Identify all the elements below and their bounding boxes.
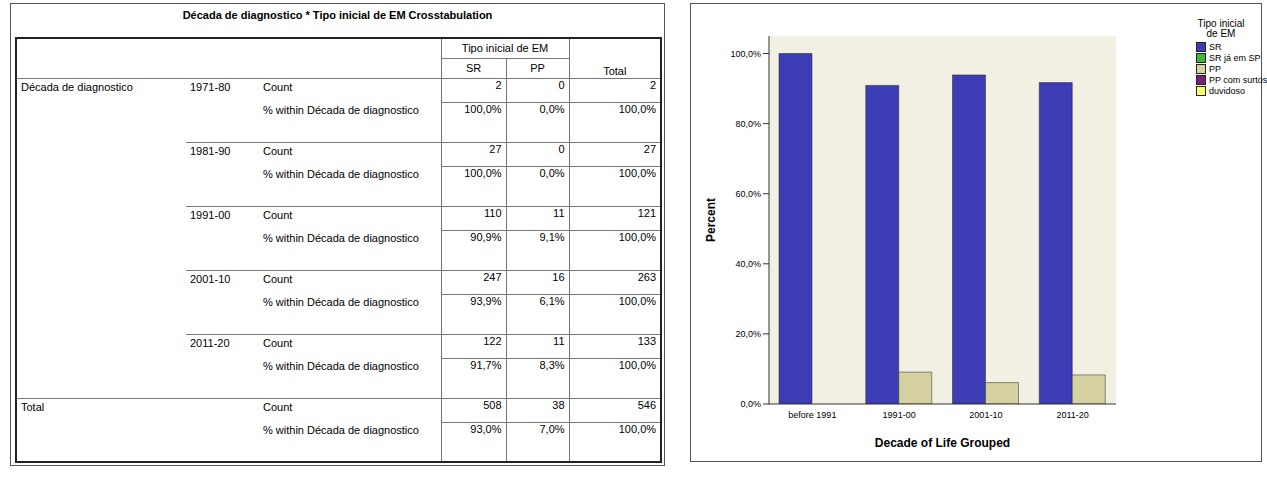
html-text:508: 508: [483, 398, 502, 411]
html-text:100,0%: 100,0%: [618, 358, 656, 371]
html-text:247: 247: [483, 270, 502, 283]
svg-text:1991-00: 1991-00: [883, 410, 916, 420]
html-text:% within Década de diagnostico: % within Década de diagnostico: [263, 104, 419, 116]
html-text:% within Década de diagnostico: % within Década de diagnostico: [263, 296, 419, 308]
html-text:Count: Count: [263, 80, 293, 93]
html-text:PP com surtos: PP com surtos: [1209, 74, 1267, 85]
html-text:11: 11: [553, 334, 565, 347]
html-text:Count: Count: [263, 400, 293, 413]
html-text:93,9%: 93,9%: [470, 294, 502, 307]
html-text:27: 27: [489, 142, 502, 155]
html-text:SR: SR: [465, 62, 482, 74]
html-text:546: 546: [637, 398, 656, 411]
html-text:Década de diagnostico: Década de diagnostico: [21, 80, 133, 93]
svg-text:Percent: Percent: [704, 198, 718, 242]
html-text:6,1%: 6,1%: [539, 294, 565, 307]
svg-text:80,0%: 80,0%: [735, 119, 761, 129]
html-text:PP: PP: [1209, 63, 1221, 74]
html-text:2011-20: 2011-20: [190, 336, 230, 349]
html-text:93,0%: 93,0%: [470, 422, 502, 435]
html-text:1971-80: 1971-80: [190, 80, 231, 93]
html-text:27: 27: [643, 142, 656, 155]
svg-text:60,0%: 60,0%: [735, 189, 761, 199]
html-text:Count: Count: [263, 272, 293, 285]
html-text:38: 38: [552, 398, 565, 411]
html-text:8,3%: 8,3%: [539, 358, 565, 371]
html-text:% within Década de diagnostico: % within Década de diagnostico: [263, 168, 419, 180]
html-text:11: 11: [553, 206, 565, 219]
svg-text:Decade of Life Grouped: Decade of Life Grouped: [875, 436, 1010, 450]
html-text:121: 121: [637, 206, 656, 219]
html-text:Count: Count: [263, 208, 293, 221]
html-text:0,0%: 0,0%: [539, 102, 565, 115]
html-text:122: 122: [483, 334, 502, 347]
svg-text:0,0%: 0,0%: [740, 399, 761, 409]
html-text:duvidoso: duvidoso: [1209, 85, 1245, 96]
html-text:2: 2: [649, 78, 656, 91]
html-text:110: 110: [484, 206, 502, 219]
html-text:Tipo inicial de EM: Tipo inicial de EM: [461, 42, 549, 55]
html-text:100,0%: 100,0%: [618, 230, 656, 243]
html-text:1991-00: 1991-00: [190, 208, 231, 221]
html-text:% within Década de diagnostico: % within Década de diagnostico: [263, 360, 419, 372]
html-text:100,0%: 100,0%: [618, 422, 656, 435]
html-text:0,0%: 0,0%: [539, 166, 565, 179]
html-text:Total: Total: [21, 400, 45, 413]
html-text:2: 2: [495, 78, 502, 91]
html-text:100,0%: 100,0%: [464, 102, 502, 115]
html-text:0: 0: [558, 78, 565, 91]
svg-text:20,0%: 20,0%: [735, 329, 761, 339]
svg-text:2011-20: 2011-20: [1056, 410, 1088, 420]
html-text:0: 0: [558, 142, 565, 155]
html-text:Tipo inicial de EM: Tipo inicial de EM: [1197, 18, 1245, 39]
html-text:SR já em SP: SR já em SP: [1209, 52, 1261, 63]
html-text:2001-10: 2001-10: [190, 272, 231, 285]
html-text:Count: Count: [263, 144, 293, 157]
html-text:263: 263: [637, 270, 656, 283]
html-text:Década de diagnostico * Tipo i: Década de diagnostico * Tipo inicial de …: [182, 9, 493, 21]
svg-text:40,0%: 40,0%: [735, 259, 761, 269]
html-text:7,0%: 7,0%: [539, 422, 565, 435]
html-text:% within Década de diagnostico: % within Década de diagnostico: [263, 232, 419, 244]
html-text:100,0%: 100,0%: [618, 166, 656, 179]
html-text:100,0%: 100,0%: [618, 102, 656, 115]
html-text:Total: Total: [603, 64, 627, 77]
html-text:SR: SR: [1209, 41, 1222, 52]
html-text:100,0%: 100,0%: [618, 294, 656, 307]
html-text:100,0%: 100,0%: [464, 166, 502, 179]
html-text:9,1%: 9,1%: [539, 230, 565, 243]
svg-text:before 1991: before 1991: [788, 410, 836, 420]
svg-text:2001-10: 2001-10: [969, 410, 1002, 420]
html-text:133: 133: [637, 334, 656, 347]
svg-text:100,0%: 100,0%: [730, 49, 761, 59]
html-text:91,7%: 91,7%: [470, 358, 502, 371]
html-text:Count: Count: [263, 336, 293, 349]
html-text:PP: PP: [530, 62, 545, 74]
html-text:16: 16: [552, 270, 565, 283]
html-text:% within Década de diagnostico: % within Década de diagnostico: [263, 424, 419, 436]
html-text:1981-90: 1981-90: [190, 144, 231, 157]
html-text:90,9%: 90,9%: [470, 230, 502, 243]
